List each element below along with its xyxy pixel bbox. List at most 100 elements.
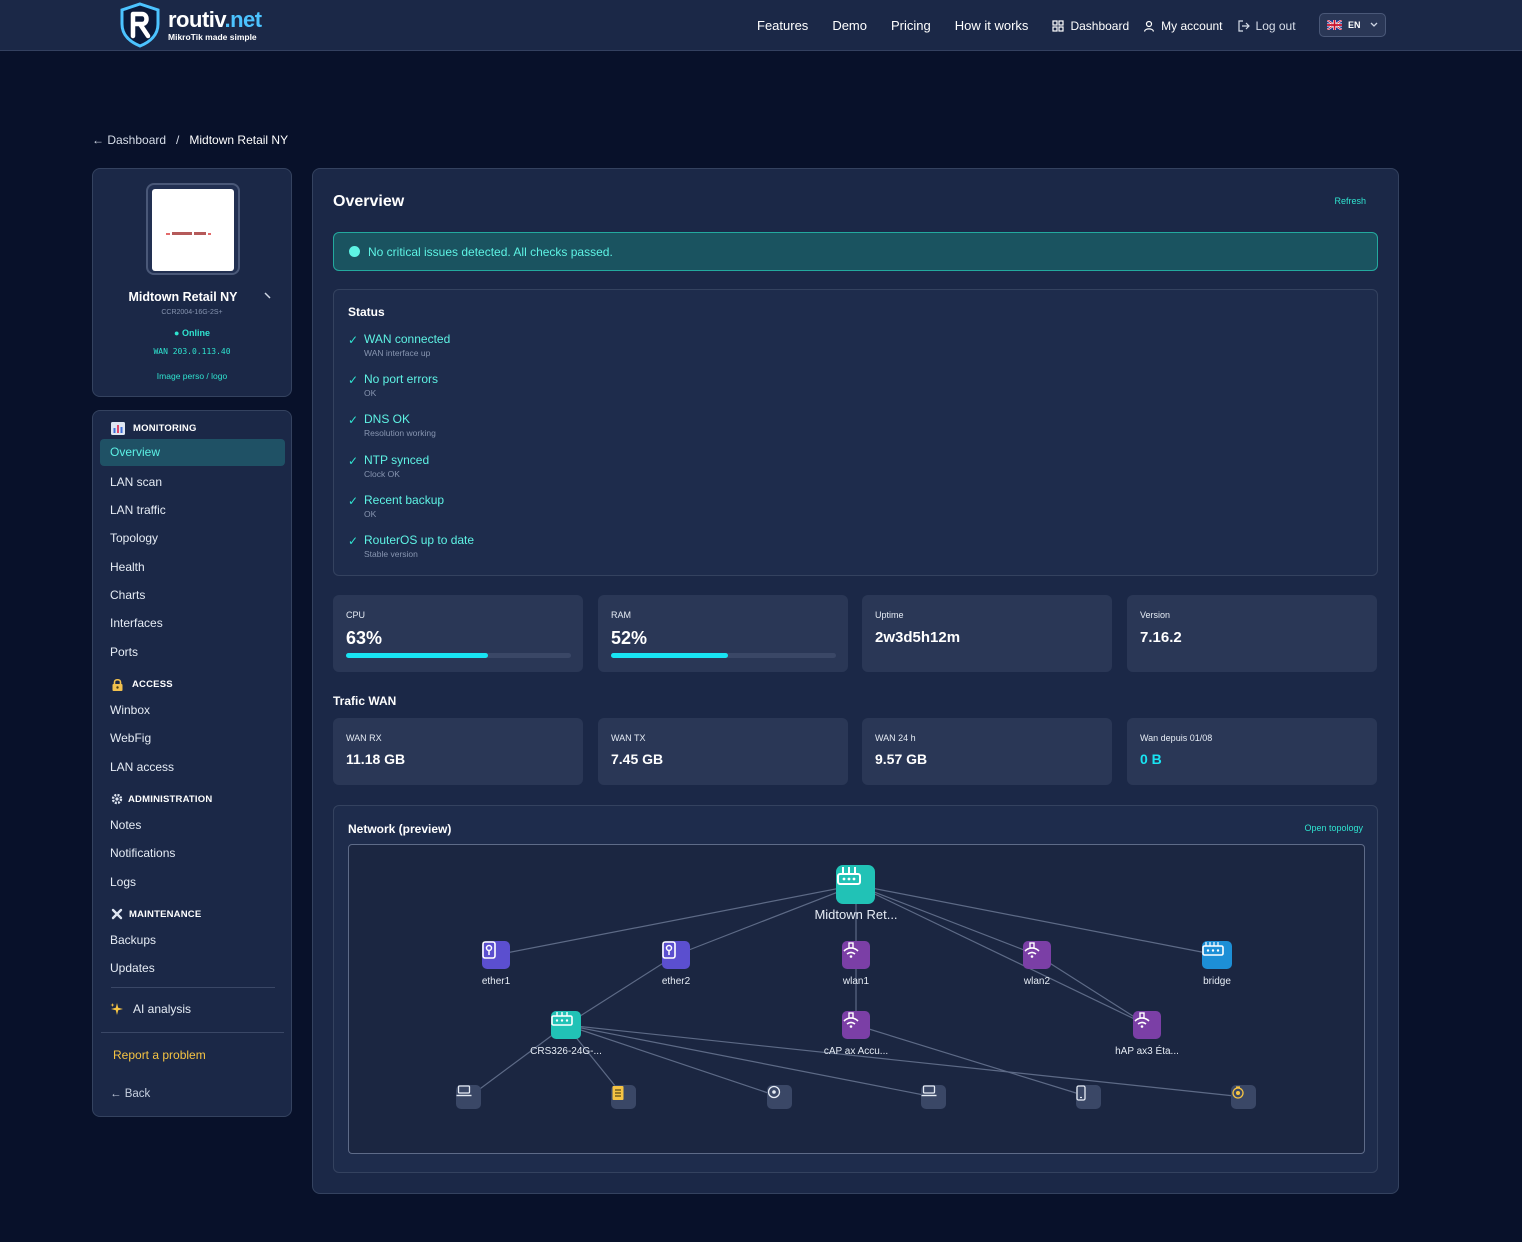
open-topology-link[interactable]: Open topology (1304, 823, 1363, 833)
cpu-value: 63% (346, 628, 383, 648)
menu-section-access-title: ACCESS (132, 679, 173, 690)
wlan2-node-label: wlan2 (1023, 976, 1051, 987)
cpu-label: CPU (346, 610, 366, 620)
chevron-down-icon (1370, 22, 1377, 27)
cpu-bar-fill (346, 653, 488, 658)
health-alert-text: No critical issues detected. All checks … (368, 244, 613, 259)
language-selector[interactable]: EN (1319, 13, 1386, 37)
menu-item-interfaces[interactable]: Interfaces (110, 616, 163, 630)
menu-item-notes[interactable]: Notes (110, 818, 142, 832)
menu-item-updates[interactable]: Updates (110, 961, 155, 975)
nav-demo[interactable]: Demo (832, 18, 867, 33)
brand-logo[interactable]: routiv.net MikroTik made simple (118, 2, 262, 48)
bar-chart-icon (111, 422, 125, 435)
menu-item-health[interactable]: Health (110, 560, 145, 574)
ether2-node-icon[interactable] (662, 941, 690, 969)
check-label: WAN connected (364, 332, 451, 346)
menu-item-webfig[interactable]: WebFig (110, 731, 152, 745)
checkmark-icon: ✓ (348, 494, 359, 508)
device-image-frame[interactable] (146, 183, 240, 275)
wan-tx-label: WAN TX (611, 733, 646, 743)
menu-item-ports[interactable]: Ports (110, 645, 139, 659)
status-title: Status (348, 305, 385, 319)
client-node-document[interactable] (611, 1085, 636, 1109)
cap-node-icon[interactable] (842, 1011, 870, 1039)
client-node-laptop[interactable] (456, 1085, 481, 1109)
wlan1-node-icon[interactable] (842, 941, 870, 969)
wan-since-value: 0 B (1140, 751, 1162, 767)
menu-item-overview[interactable]: Overview (100, 439, 285, 466)
menu-item-lan-access[interactable]: LAN access (110, 760, 175, 774)
nav-features[interactable]: Features (757, 18, 809, 33)
nav-pricing[interactable]: Pricing (891, 18, 931, 33)
wan-since-label: Wan depuis 01/08 (1140, 733, 1213, 743)
switch-node-label: CRS326-24G-... (530, 1046, 602, 1057)
switch-node-icon[interactable] (551, 1011, 581, 1039)
device-wan-ip: WAN 203.0.113.40 (153, 347, 231, 356)
hap-node-icon[interactable] (1133, 1011, 1161, 1039)
client-node-laptop[interactable] (921, 1085, 946, 1109)
breadcrumb-dashboard-link[interactable]: ← Dashboard (92, 133, 167, 147)
pencil-icon[interactable] (263, 291, 273, 301)
wan-24h-card: WAN 24 h 9.57 GB (862, 718, 1112, 785)
nav-dashboard[interactable]: Dashboard (1052, 19, 1129, 33)
menu-item-notifications[interactable]: Notifications (110, 846, 176, 860)
ether1-node-icon[interactable] (482, 941, 510, 969)
wireless-icon (1024, 942, 1040, 958)
back-link[interactable]: ← Back (110, 1088, 151, 1100)
brand-tagline: MikroTik made simple (168, 31, 257, 42)
ram-value: 52% (611, 628, 648, 648)
wlan2-node-icon[interactable] (1023, 941, 1051, 969)
nav-logout[interactable]: Log out (1237, 19, 1296, 33)
menu-item-lan-traffic[interactable]: LAN traffic (110, 503, 166, 517)
menu-item-topology[interactable]: Topology (110, 531, 159, 545)
router-node-icon[interactable] (836, 865, 875, 904)
client-node-camera[interactable] (1231, 1085, 1256, 1109)
menu-section-monitoring: MONITORING (111, 422, 197, 435)
checkmark-icon: ✓ (348, 454, 359, 468)
bridge-node-icon[interactable] (1202, 941, 1232, 969)
check-detail: Stable version (364, 549, 418, 559)
overview-panel: Overview Refresh No critical issues dete… (312, 168, 1399, 1194)
menu-item-winbox[interactable]: Winbox (110, 703, 151, 717)
menu-item-ai-analysis[interactable]: AI analysis (110, 1002, 191, 1016)
brand-tld: .net (224, 6, 262, 32)
check-detail: OK (364, 388, 377, 398)
bridge-icon (1202, 942, 1224, 956)
menu-item-backups[interactable]: Backups (110, 933, 157, 947)
router-thumbnail-icon (166, 232, 211, 235)
grid-icon (1052, 19, 1065, 32)
topology-links (468, 884, 1245, 1098)
page-title: Overview (333, 193, 405, 210)
device-model: CCR2004-16G-2S+ (161, 309, 223, 316)
nav-my-account[interactable]: My account (1143, 19, 1223, 33)
uk-flag-icon (1327, 20, 1342, 30)
ram-label: RAM (611, 610, 631, 620)
custom-image-link[interactable]: Image perso / logo (156, 371, 228, 381)
lock-icon (112, 678, 123, 691)
nav-how-it-works[interactable]: How it works (954, 18, 1029, 33)
version-card: Version 7.16.2 (1127, 595, 1377, 672)
laptop-icon (921, 1085, 937, 1097)
menu-section-administration: ADMINISTRATION (111, 793, 212, 805)
ram-bar-fill (611, 653, 728, 658)
report-problem-link[interactable]: Report a problem (113, 1048, 206, 1062)
access-point-icon (1134, 1012, 1150, 1028)
menu-divider (111, 987, 275, 988)
menu-section-maintenance: MAINTENANCE (111, 908, 201, 920)
wrench-icon (111, 908, 123, 920)
menu-item-logs[interactable]: Logs (110, 875, 137, 889)
wan-24h-value: 9.57 GB (875, 751, 928, 767)
menu-item-charts[interactable]: Charts (110, 588, 146, 602)
check-label: RouterOS up to date (364, 533, 475, 547)
nav-dashboard-label: Dashboard (1070, 18, 1130, 33)
menu-item-lan-scan[interactable]: LAN scan (110, 475, 163, 489)
refresh-button[interactable]: Refresh (1334, 196, 1366, 206)
device-status: ● Online (174, 328, 210, 338)
user-icon (1144, 20, 1155, 32)
ether2-node-label: ether2 (661, 976, 691, 987)
health-alert: No critical issues detected. All checks … (333, 232, 1378, 271)
client-node-device[interactable] (767, 1085, 792, 1109)
client-node-phone[interactable] (1076, 1085, 1101, 1109)
topology-canvas[interactable]: Midtown Ret... ether1 ether2 wlan1 wlan2 (348, 844, 1365, 1154)
